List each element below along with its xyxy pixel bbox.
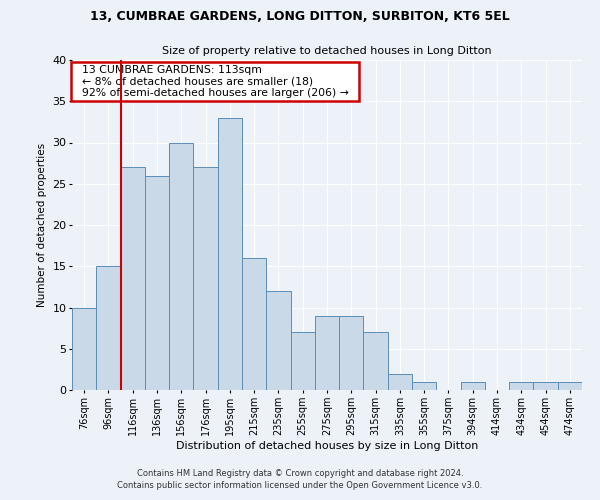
Bar [96, 266, 121, 390]
Bar [290, 332, 315, 390]
Bar [533, 382, 558, 390]
Bar [169, 142, 193, 390]
Y-axis label: Number of detached properties: Number of detached properties [37, 143, 47, 307]
Bar [388, 374, 412, 390]
Bar [242, 258, 266, 390]
Bar [339, 316, 364, 390]
Text: 13 CUMBRAE GARDENS: 113sqm  
  ← 8% of detached houses are smaller (18)  
  92% : 13 CUMBRAE GARDENS: 113sqm ← 8% of detac… [74, 65, 355, 98]
Bar [266, 291, 290, 390]
Bar [72, 308, 96, 390]
Text: 13, CUMBRAE GARDENS, LONG DITTON, SURBITON, KT6 5EL: 13, CUMBRAE GARDENS, LONG DITTON, SURBIT… [90, 10, 510, 23]
Bar [509, 382, 533, 390]
Bar [193, 167, 218, 390]
Text: Contains HM Land Registry data © Crown copyright and database right 2024.
Contai: Contains HM Land Registry data © Crown c… [118, 469, 482, 490]
Bar [121, 167, 145, 390]
Bar [315, 316, 339, 390]
X-axis label: Distribution of detached houses by size in Long Ditton: Distribution of detached houses by size … [176, 440, 478, 450]
Bar [412, 382, 436, 390]
Bar [461, 382, 485, 390]
Bar [364, 332, 388, 390]
Bar [558, 382, 582, 390]
Title: Size of property relative to detached houses in Long Ditton: Size of property relative to detached ho… [162, 46, 492, 56]
Bar [145, 176, 169, 390]
Bar [218, 118, 242, 390]
